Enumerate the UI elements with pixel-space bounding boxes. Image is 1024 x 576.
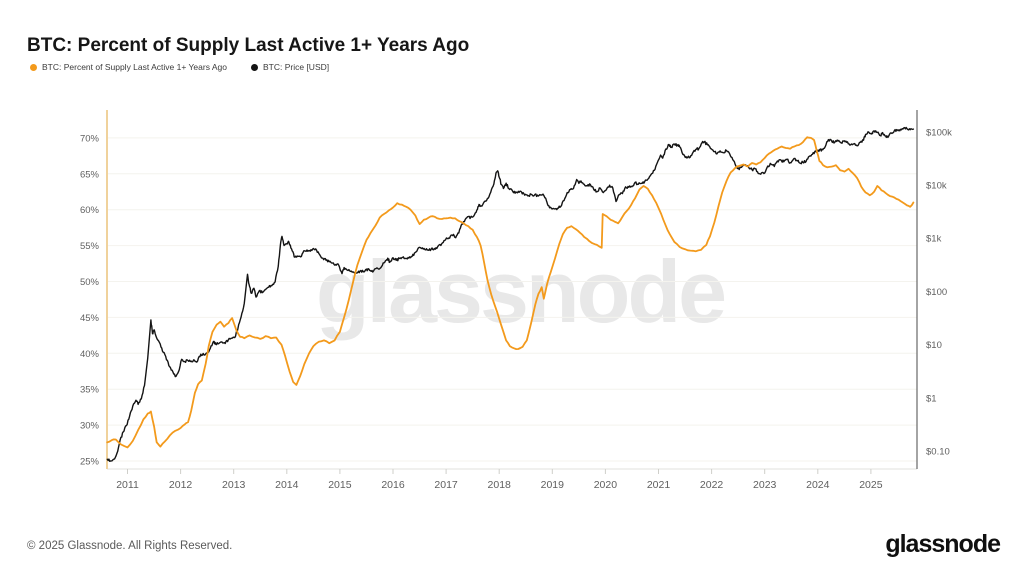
y-right-tick-label-6: $0.10 — [926, 447, 950, 458]
x-tick-label-2012: 2012 — [169, 479, 193, 491]
y-left-tick-label-25: 25% — [80, 457, 100, 468]
x-tick-label-2019: 2019 — [541, 479, 565, 491]
series-line-btc-price — [106, 126, 915, 462]
footer-copyright: © 2025 Glassnode. All Rights Reserved. — [27, 540, 233, 552]
x-tick-label-2011: 2011 — [116, 479, 139, 491]
legend-item-price[interactable]: BTC: Price [USD] — [251, 62, 329, 72]
glassnode-logo: glassnode — [885, 530, 1001, 558]
x-tick-label-2017: 2017 — [434, 479, 458, 491]
y-right-tick-label-1: $10k — [926, 181, 947, 192]
x-tick-label-2020: 2020 — [594, 479, 618, 491]
x-tick-label-2013: 2013 — [222, 479, 246, 491]
legend-dot-price — [251, 63, 258, 71]
y-right-tick-label-5: $1 — [926, 393, 937, 404]
x-tick-label-2015: 2015 — [328, 479, 352, 491]
legend-item-supply-last-active[interactable]: BTC: Percent of Supply Last Active 1+ Ye… — [30, 62, 227, 72]
series-line-supply-last-active-1y — [106, 136, 915, 449]
legend: BTC: Percent of Supply Last Active 1+ Ye… — [30, 62, 329, 72]
page-title: BTC: Percent of Supply Last Active 1+ Ye… — [27, 34, 470, 56]
y-right-tick-label-2: $1k — [926, 234, 942, 245]
x-tick-label-2021: 2021 — [647, 479, 671, 491]
y-left-tick-label-50: 50% — [80, 277, 100, 288]
x-tick-label-2024: 2024 — [806, 479, 830, 491]
y-left-tick-label-60: 60% — [80, 205, 100, 216]
y-left-tick-label-65: 65% — [80, 169, 100, 180]
y-left-tick-label-40: 40% — [80, 349, 100, 360]
y-left-tick-label-30: 30% — [80, 421, 100, 432]
x-tick-label-2016: 2016 — [381, 479, 405, 491]
y-left-tick-label-70: 70% — [80, 133, 100, 144]
y-right-tick-label-3: $100 — [926, 287, 947, 298]
legend-label-price: BTC: Price [USD] — [263, 62, 330, 72]
y-right-tick-label-0: $100k — [926, 127, 952, 138]
y-left-tick-label-35: 35% — [80, 385, 100, 396]
x-tick-label-2025: 2025 — [859, 479, 883, 491]
legend-label-supply-last-active: BTC: Percent of Supply Last Active 1+ Ye… — [42, 62, 227, 72]
glassnode-watermark: glassnode — [315, 242, 727, 341]
legend-dot-supply-last-active — [30, 63, 37, 71]
y-right-tick-label-4: $10 — [926, 340, 942, 351]
y-left-tick-label-55: 55% — [80, 241, 100, 252]
x-tick-label-2014: 2014 — [275, 479, 299, 491]
x-tick-label-2023: 2023 — [753, 479, 777, 491]
x-tick-label-2018: 2018 — [488, 479, 512, 491]
y-left-tick-label-45: 45% — [80, 313, 100, 324]
x-tick-label-2022: 2022 — [700, 479, 724, 491]
